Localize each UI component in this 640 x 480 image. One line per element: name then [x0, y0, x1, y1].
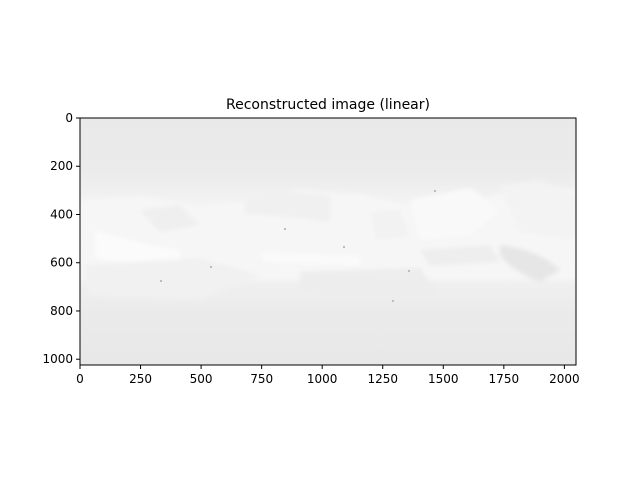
x-tick-label: 250	[129, 372, 152, 386]
y-tick-label: 600	[50, 256, 73, 270]
x-tick-label: 1750	[489, 372, 520, 386]
x-tick-label: 2000	[549, 372, 580, 386]
x-tick-label: 1000	[307, 372, 338, 386]
plot-frame	[79, 117, 577, 366]
y-tick-label: 1000	[42, 352, 73, 366]
x-tick-label: 500	[190, 372, 213, 386]
chart-title: Reconstructed image (linear)	[226, 97, 430, 113]
image-speckles	[160, 190, 436, 302]
x-tick-label: 750	[250, 372, 273, 386]
y-tick-label: 800	[50, 304, 73, 318]
x-tick-label: 0	[76, 372, 84, 386]
y-tick-label: 200	[50, 159, 73, 173]
image-plot-area	[80, 118, 576, 365]
x-tick-label: 1500	[428, 372, 459, 386]
y-tick-label: 400	[50, 207, 73, 221]
y-axis: 0 200 400 600 800 1000	[42, 111, 80, 366]
x-tick-label: 1250	[367, 372, 398, 386]
x-axis: 0 250 500 750 1000 1250 1500 1750 2000	[76, 365, 580, 386]
image-texture	[80, 180, 576, 302]
y-tick-label: 0	[65, 111, 73, 125]
